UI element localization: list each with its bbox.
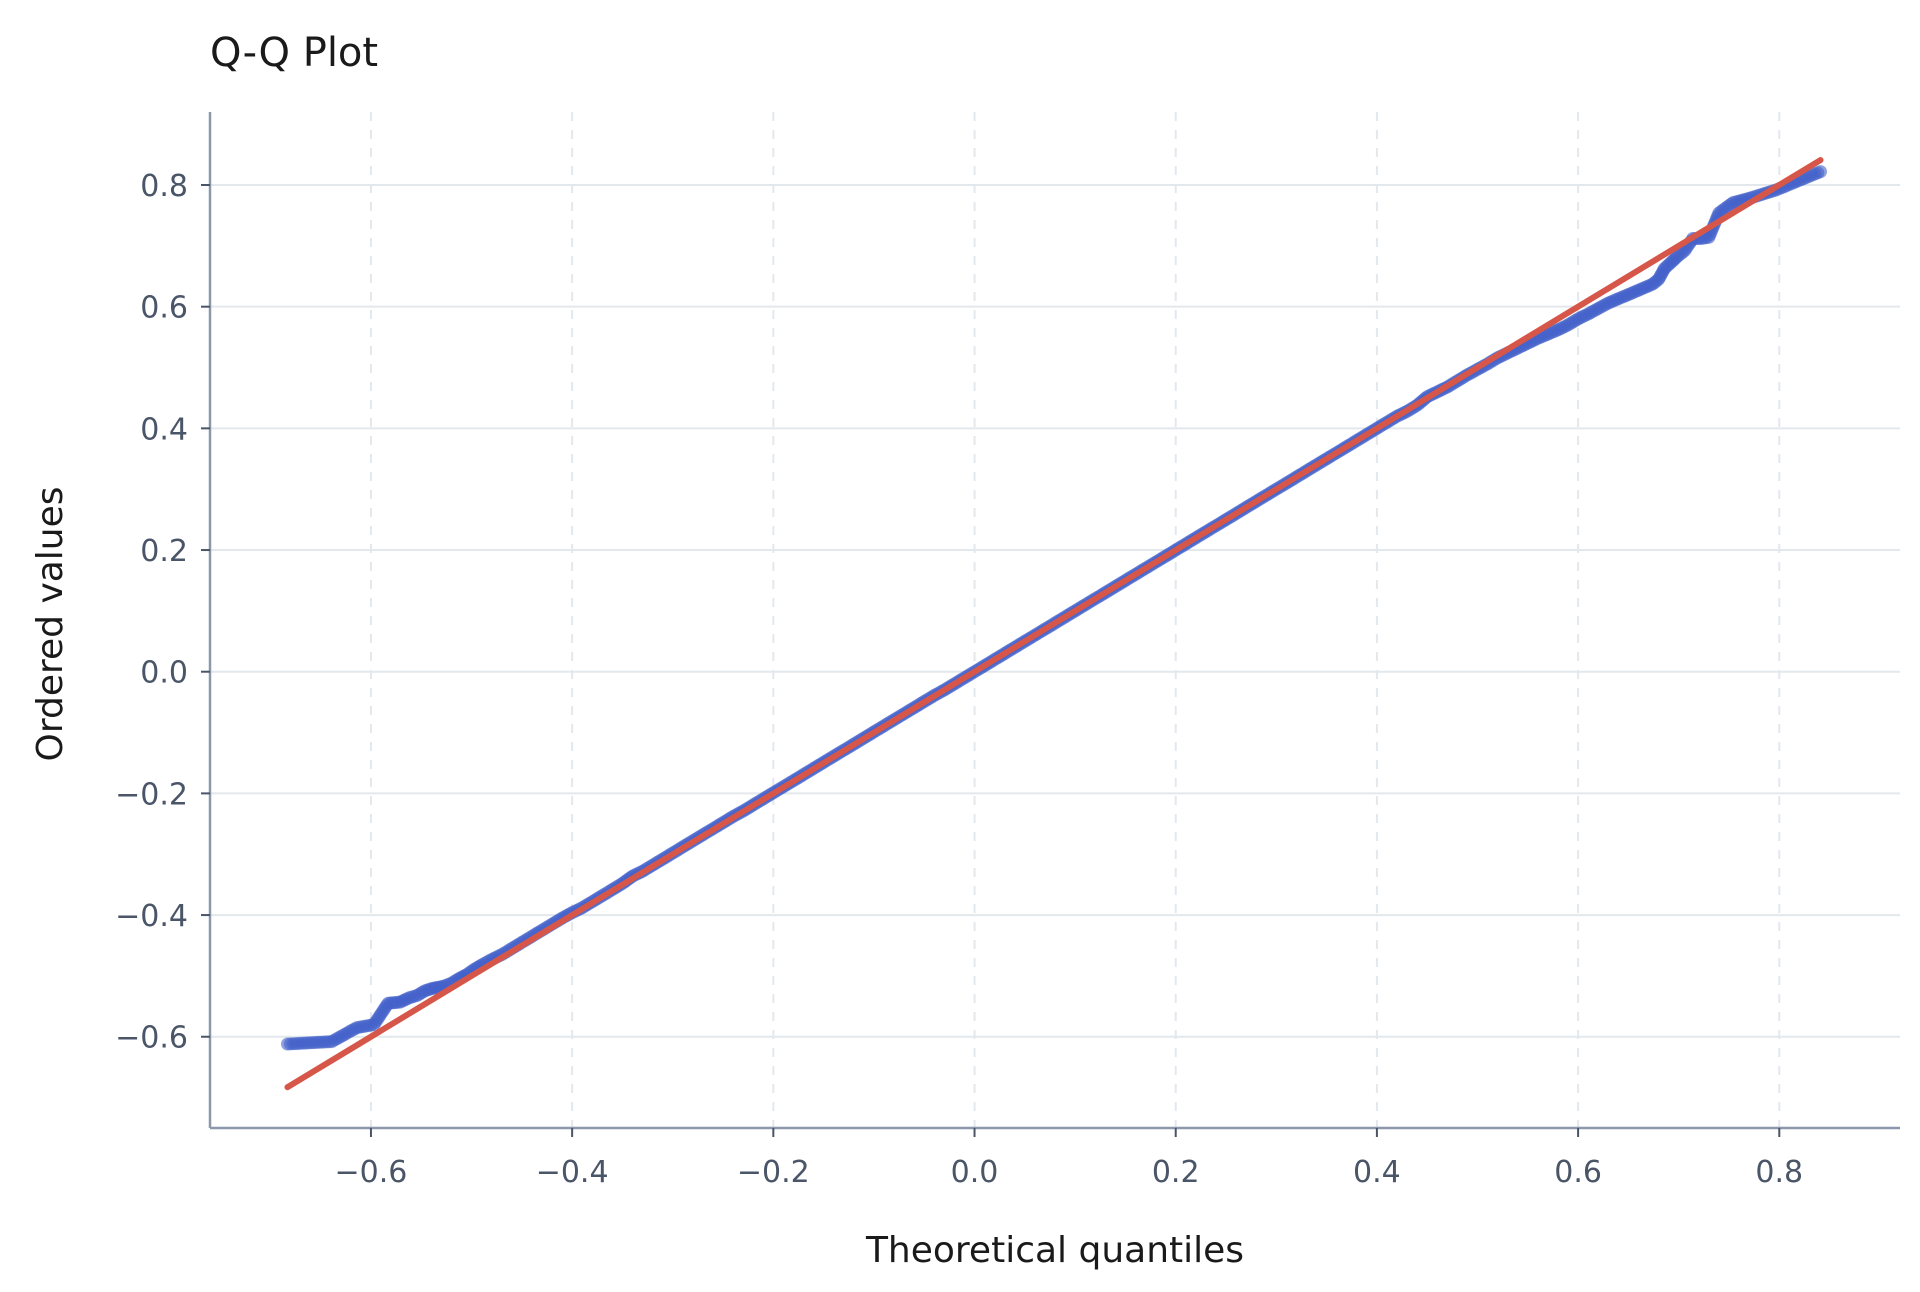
x-tick-label: 0.4 xyxy=(1353,1155,1401,1190)
x-tick-label: 0.0 xyxy=(951,1155,999,1190)
data-point xyxy=(1814,165,1827,179)
x-tick-label: −0.2 xyxy=(737,1155,810,1190)
y-tick-label: 0.0 xyxy=(140,656,188,691)
x-tick-label: 0.6 xyxy=(1554,1155,1602,1190)
y-tick-label: 0.2 xyxy=(140,534,188,569)
y-tick-label: −0.4 xyxy=(115,899,188,934)
x-tick-label: 0.2 xyxy=(1152,1155,1200,1190)
y-tick-label: −0.2 xyxy=(115,777,188,812)
y-tick-label: 0.4 xyxy=(140,412,188,447)
reference-line xyxy=(284,157,1824,1091)
y-tick-label: −0.6 xyxy=(115,1021,188,1056)
x-axis-ticks: −0.6 −0.4 −0.2 0.0 0.2 0.4 0.6 0.8 xyxy=(335,1128,1803,1190)
y-axis-ticks: −0.6 −0.4 −0.2 0.0 0.2 0.4 0.6 0.8 xyxy=(115,169,210,1056)
x-tick-label: −0.6 xyxy=(335,1155,408,1190)
chart-title: Q-Q Plot xyxy=(210,30,378,76)
x-tick-label: −0.4 xyxy=(536,1155,609,1190)
grid xyxy=(210,112,1900,1128)
y-tick-label: 0.6 xyxy=(140,291,188,326)
x-tick-label: 0.8 xyxy=(1755,1155,1803,1190)
y-tick-label: 0.8 xyxy=(140,169,188,204)
y-axis-title: Ordered values xyxy=(30,486,71,761)
x-axis-title: Theoretical quantiles xyxy=(865,1230,1244,1271)
reference-line-group xyxy=(284,157,1824,1091)
